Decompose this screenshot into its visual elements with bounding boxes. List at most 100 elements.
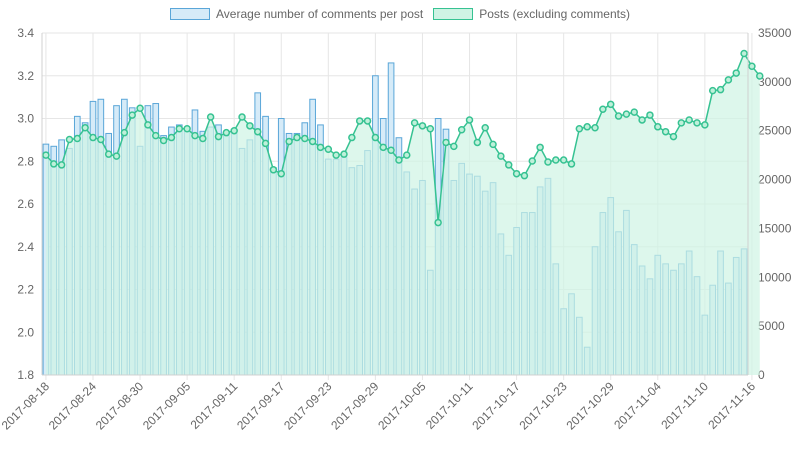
y-right-tick-label: 5000 [758,319,785,333]
x-tick-label: 2017-09-05 [140,379,194,433]
point-posts [104,150,113,158]
y-left-tick-label: 2.2 [17,283,34,297]
x-tick-label: 2017-11-16 [705,379,758,432]
point-posts [575,125,584,133]
point-posts [403,151,411,159]
point-posts [355,117,364,125]
x-tick-label: 2017-09-23 [281,379,335,433]
y-left-tick-label: 3.4 [17,26,34,40]
point-posts [42,151,50,159]
x-tick-label: 2017-08-18 [0,379,52,433]
point-posts [65,135,74,144]
point-posts [285,137,293,146]
point-posts [567,160,576,168]
point-posts [363,117,372,125]
x-tick-label: 2017-09-11 [188,379,241,432]
point-posts [230,126,238,135]
point-posts [316,143,325,152]
point-posts [732,69,740,77]
point-posts [708,86,717,95]
point-posts [497,152,505,160]
point-posts [120,128,129,137]
point-posts [677,119,686,127]
point-posts [552,156,560,164]
point-posts [73,134,82,143]
y-left-tick-label: 1.8 [17,368,34,382]
point-posts [418,122,427,130]
point-posts [175,125,184,133]
y-right-tick-label: 35000 [758,26,792,40]
point-posts [536,143,544,152]
point-posts [151,131,160,140]
point-posts [57,161,66,169]
point-posts [395,156,403,164]
point-posts [206,113,215,121]
point-posts [293,133,301,142]
x-tick-label: 2017-10-11 [423,379,476,432]
point-posts [661,127,670,136]
point-posts [685,116,693,124]
point-posts [167,133,176,142]
point-posts [450,142,458,151]
point-posts [128,111,136,119]
y-left-tick-label: 2.8 [17,154,34,168]
point-posts [646,111,654,119]
point-posts [97,135,105,144]
point-posts [701,121,709,129]
point-posts [544,158,552,166]
point-posts [371,133,380,142]
point-posts [136,104,144,112]
point-posts [269,166,278,174]
point-posts [144,121,152,129]
point-posts [340,150,348,158]
point-posts [442,138,450,147]
point-posts [387,146,395,155]
x-tick-label: 2017-08-30 [93,379,147,433]
point-posts [638,116,646,124]
point-posts [465,116,474,124]
y-left-tick-label: 2.4 [17,240,34,254]
point-posts [504,161,513,169]
legend-label-comments: Average number of comments per post [216,7,424,21]
legend-item-comments[interactable]: Average number of comments per post [170,7,423,21]
point-posts [410,119,419,127]
point-posts [473,138,482,147]
point-posts [559,156,568,164]
legend-swatch-posts [433,8,474,20]
point-posts [512,169,521,178]
point-posts [716,85,725,94]
point-posts [159,136,168,145]
point-posts [246,122,254,130]
point-posts [89,133,97,142]
point-posts [693,119,701,127]
point-posts [748,62,756,70]
point-posts [308,137,317,146]
point-posts [222,128,231,137]
x-tick-label: 2017-09-29 [328,379,382,433]
point-posts [528,157,537,165]
point-posts [724,76,733,84]
y-right-tick-label: 25000 [758,124,792,138]
point-posts [379,143,387,152]
x-tick-label: 2017-08-24 [46,379,100,433]
legend-item-posts[interactable]: Posts (excluding comments) [433,7,630,21]
point-posts [457,125,466,134]
y-right-tick-label: 15000 [758,221,792,235]
area-posts [45,53,760,376]
y-right-tick-label: 30000 [758,75,792,89]
point-posts [112,152,121,160]
point-posts [434,218,442,227]
point-posts [614,112,623,120]
chart-legend: Average number of comments per post Post… [0,7,800,21]
legend-swatch-comments [170,8,211,20]
point-posts [301,134,309,143]
x-tick-label: 2017-10-17 [469,379,523,433]
point-posts [622,110,631,118]
point-posts [238,113,246,121]
y-left-tick-label: 2.6 [17,197,34,211]
point-posts [183,125,191,133]
point-posts [261,139,270,148]
x-tick-label: 2017-11-04 [611,379,664,432]
point-posts [348,133,356,142]
